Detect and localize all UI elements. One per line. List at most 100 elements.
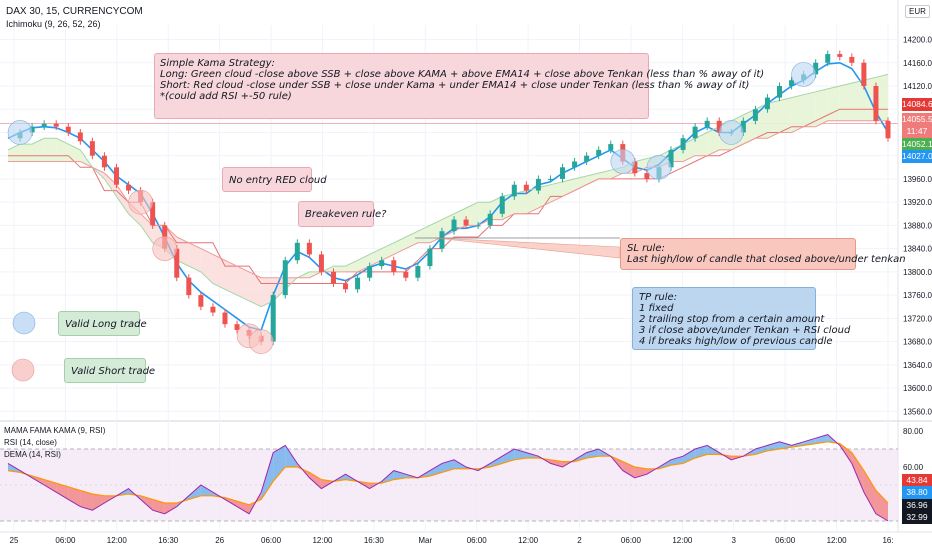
candle-body	[608, 144, 614, 150]
symbol-title: DAX 30, 15, CURRENCYCOM	[6, 6, 143, 17]
osc-cloud-segment	[152, 499, 165, 514]
cloud-segment	[586, 173, 599, 185]
time-tick-label: 26	[215, 536, 224, 545]
osc-cloud-segment	[851, 452, 864, 493]
osc-cloud-segment	[767, 441, 780, 451]
osc-cloud-segment	[273, 445, 286, 482]
strategy-note: Simple Kama Strategy: Long: Green cloud …	[154, 53, 764, 119]
time-tick-label: 12:00	[518, 536, 539, 545]
cloud-segment	[249, 271, 262, 307]
candle-body	[716, 120, 722, 133]
candle-body	[101, 155, 107, 168]
cloud-segment	[707, 126, 720, 156]
candle-body	[89, 141, 95, 156]
candle-body	[391, 260, 397, 272]
candle-body	[885, 120, 891, 139]
price-tick-label: 13960.0	[903, 175, 932, 184]
candle-body	[174, 248, 180, 278]
candle-body	[572, 161, 578, 168]
candle-body	[355, 277, 361, 290]
time-tick-label: 12:00	[672, 536, 693, 545]
osc-cloud-segment	[393, 470, 406, 480]
long-trade-marker	[610, 149, 636, 174]
candle-body	[403, 271, 409, 278]
time-tick-label: 2	[577, 536, 582, 545]
cloud-segment	[827, 85, 840, 121]
osc-tick-label: 80.00	[903, 427, 924, 436]
candle-body	[837, 54, 843, 57]
price-tag: 14055.5	[902, 113, 932, 126]
price-tick-label: 13840.0	[903, 245, 932, 254]
cloud-segment	[212, 254, 225, 290]
candle-body	[330, 271, 336, 284]
price-tick-label: 13800.0	[903, 268, 932, 277]
candle-body	[53, 123, 59, 127]
cloud-segment	[333, 266, 346, 272]
osc-cloud-segment	[68, 486, 81, 507]
candle-body	[704, 120, 710, 127]
cloud-segment	[176, 237, 189, 267]
candle-body	[487, 213, 493, 226]
price-tick-label: 13920.0	[903, 198, 932, 207]
candle-body	[126, 184, 132, 191]
price-tick-label: 13560.0	[903, 407, 932, 416]
short-trade-marker	[128, 189, 153, 215]
short-trade-marker	[248, 329, 274, 354]
candle-body	[680, 138, 686, 150]
cloud-segment	[634, 158, 647, 174]
time-tick-label: 06:00	[261, 536, 282, 545]
cloud-segment	[224, 260, 238, 296]
candle-body	[740, 120, 746, 133]
cloud-segment	[237, 266, 250, 301]
long-trade-marker	[646, 155, 672, 180]
candle-body	[535, 178, 541, 191]
legend-short-circle	[11, 358, 35, 382]
candle-body	[873, 85, 879, 121]
candle-body	[813, 62, 819, 75]
cloud-segment	[791, 94, 804, 133]
series-rsi	[7, 434, 889, 522]
indicator-title: Ichimoku (9, 26, 52, 26)	[6, 19, 101, 29]
short-trade-marker	[152, 236, 178, 261]
cloud-segment	[454, 207, 467, 232]
candle-body	[523, 184, 529, 191]
candle-body	[668, 149, 674, 168]
no-entry-note: No entry RED cloud	[222, 167, 327, 192]
valid-short-note: Valid Short trade	[64, 358, 155, 383]
currency-badge[interactable]: EUR	[905, 5, 930, 18]
cloud-segment	[851, 80, 864, 121]
osc-cloud-segment	[815, 434, 828, 444]
time-tick-label: 25	[10, 536, 19, 545]
cloud-segment	[574, 176, 587, 191]
candle-body	[318, 254, 324, 272]
candle-body	[475, 225, 481, 227]
breakeven-note: Breakeven rule?	[298, 201, 386, 227]
candle-body	[511, 184, 517, 197]
cloud-segment	[526, 187, 539, 214]
candle-body	[65, 126, 71, 133]
valid-long-note: Valid Long trade	[58, 311, 147, 336]
time-tick-label: 06:00	[55, 536, 76, 545]
time-tick-label: 06:00	[775, 536, 796, 545]
time-tick-label: 16:30	[158, 536, 179, 545]
long-trade-marker	[791, 62, 816, 87]
osc-cloud-segment	[285, 445, 298, 467]
price-tick-label: 14160.0	[903, 59, 932, 68]
candle-body	[222, 312, 228, 325]
cloud-segment	[598, 170, 611, 179]
price-tag: 11:47	[902, 125, 932, 138]
candle-body	[547, 178, 553, 180]
candle-body	[234, 324, 240, 330]
candle-body	[825, 54, 831, 63]
time-tick-label: 12:00	[312, 536, 333, 545]
cloud-segment	[695, 132, 708, 156]
legend-long-circle	[12, 311, 36, 335]
osc-cloud-segment	[164, 503, 177, 514]
tp-rule-note: TP rule: 1 fixed 2 trailing stop from a …	[632, 287, 850, 350]
price-tag: 14027.0	[902, 150, 932, 163]
cloud-segment	[44, 138, 57, 162]
long-trade-marker	[7, 120, 33, 145]
oscillator-tag: 38.80	[902, 486, 932, 499]
cloud-segment	[562, 178, 575, 197]
